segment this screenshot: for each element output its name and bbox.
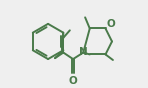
Text: O: O — [106, 19, 115, 29]
Text: N: N — [79, 47, 88, 57]
Text: O: O — [69, 76, 77, 86]
